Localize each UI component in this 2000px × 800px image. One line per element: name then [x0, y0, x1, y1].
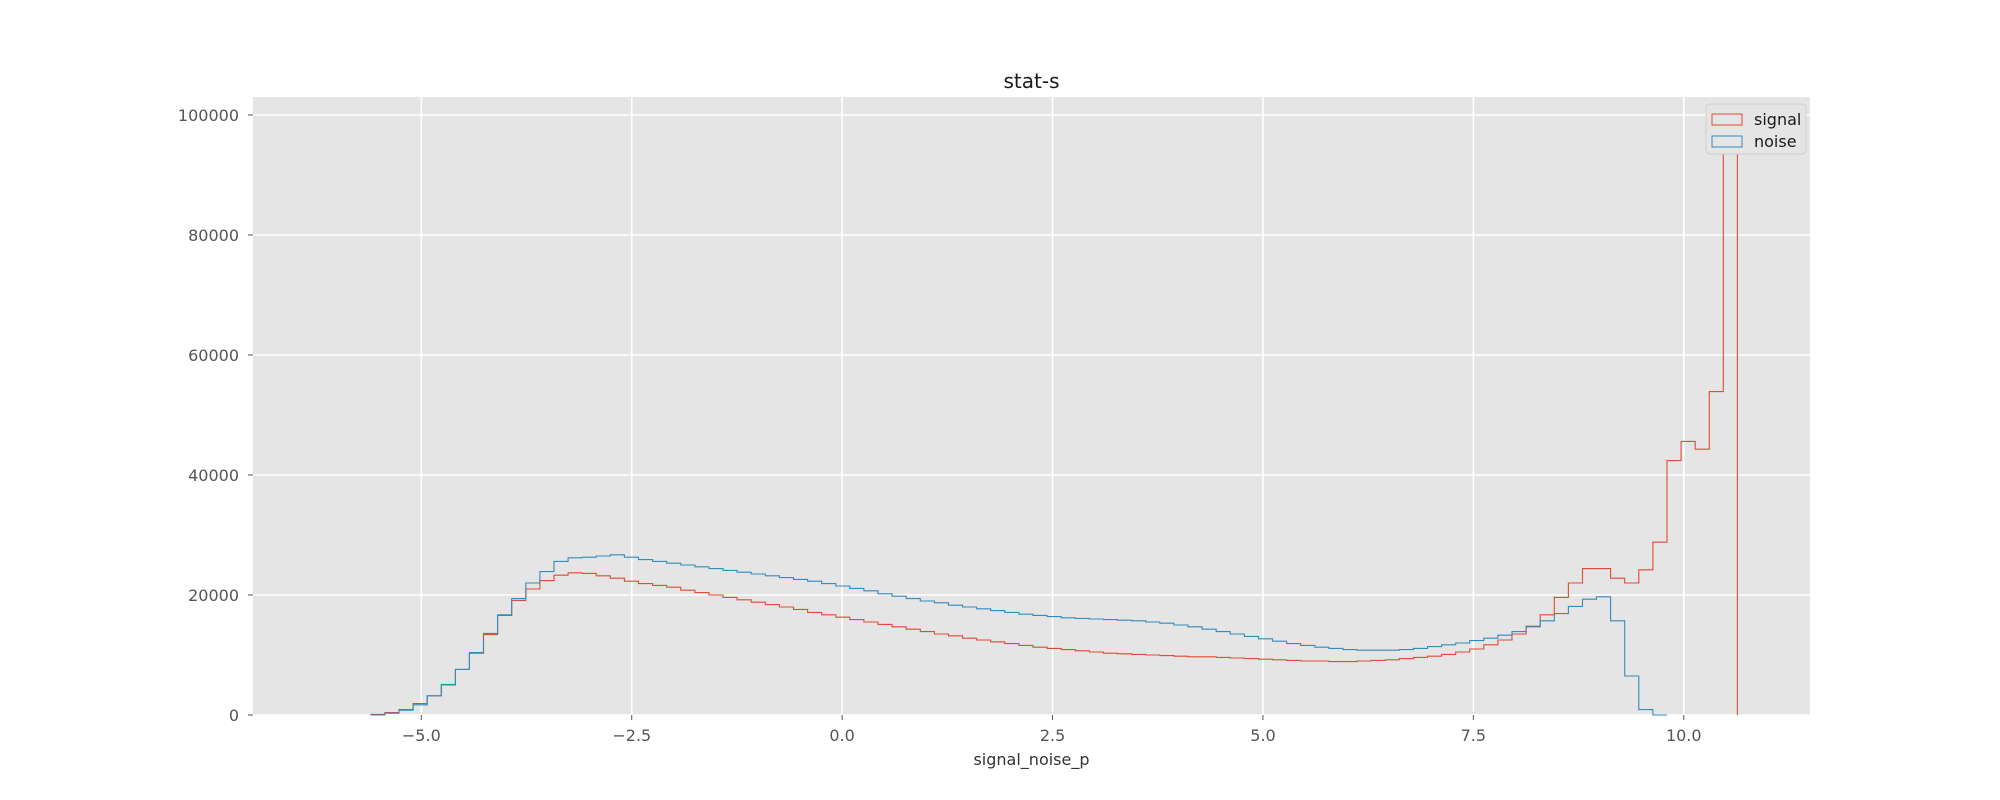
legend: signal noise — [1705, 103, 1807, 155]
y-tick-label: 60000 — [188, 346, 239, 365]
y-axis-ticks: 0 20000 40000 60000 80000 100000 — [178, 106, 253, 725]
series-signal-step — [370, 108, 1738, 715]
x-tick-label: −2.5 — [612, 726, 651, 745]
grid — [253, 97, 1810, 716]
y-tick-label: 100000 — [178, 106, 239, 125]
legend-swatch-noise — [1711, 135, 1743, 148]
x-tick-label: 7.5 — [1461, 726, 1486, 745]
x-tick-label: 0.0 — [829, 726, 854, 745]
legend-swatch-signal — [1711, 113, 1743, 126]
y-tick-label: 0 — [229, 706, 239, 725]
series-layer — [370, 108, 1738, 716]
x-axis-ticks: −5.0 −2.5 0.0 2.5 5.0 7.5 10.0 — [402, 715, 1702, 745]
legend-label-signal: signal — [1754, 110, 1801, 129]
y-tick-label: 20000 — [188, 586, 239, 605]
x-tick-label: 2.5 — [1040, 726, 1065, 745]
plot-area — [253, 97, 1810, 715]
x-tick-label: 10.0 — [1666, 726, 1702, 745]
x-tick-label: −5.0 — [402, 726, 441, 745]
y-tick-label: 40000 — [188, 466, 239, 485]
chart-title: stat-s — [1004, 69, 1060, 93]
legend-label-noise: noise — [1754, 132, 1797, 151]
legend-box — [1705, 103, 1807, 155]
y-tick-label: 80000 — [188, 226, 239, 245]
x-axis-label: signal_noise_p — [973, 750, 1089, 770]
series-noise-step — [370, 554, 1667, 716]
x-tick-label: 5.0 — [1250, 726, 1275, 745]
